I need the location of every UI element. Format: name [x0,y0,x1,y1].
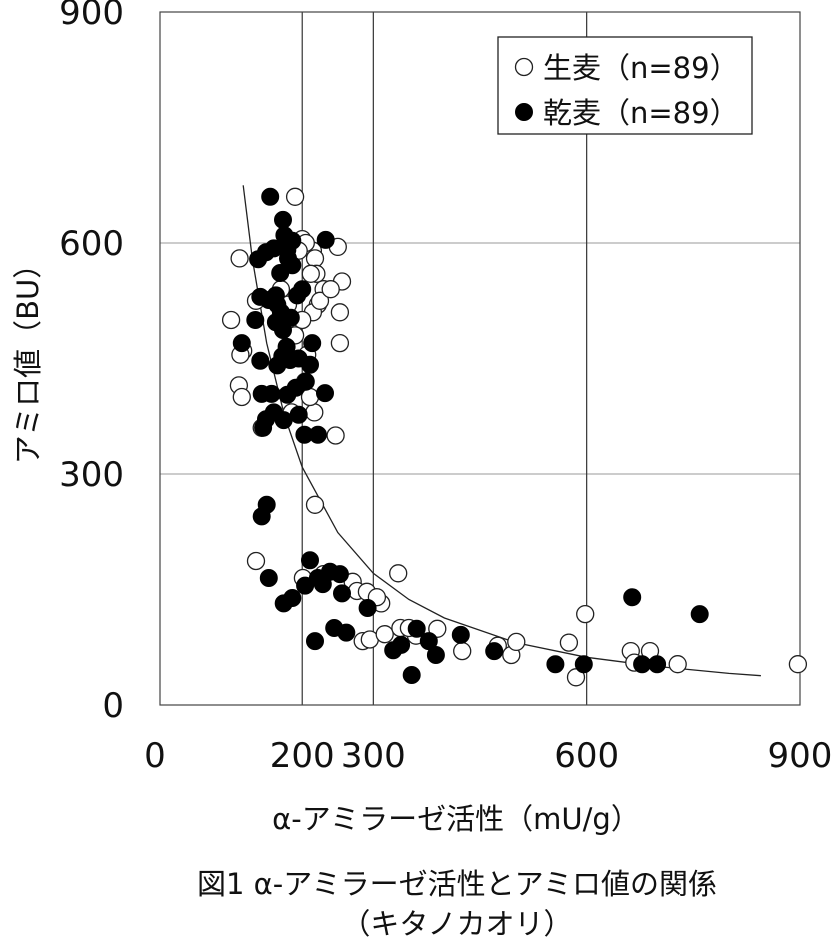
legend: 生麦（n=89） 乾麦（n=89） [497,36,753,135]
y-tick-label: 600 [59,224,124,264]
data-point-raw-wheat [453,641,472,661]
data-point-dried-wheat [316,230,335,249]
data-point-dried-wheat [252,507,271,526]
data-point-raw-wheat [559,633,579,652]
data-point-dried-wheat [232,334,251,353]
data-point-raw-wheat [301,264,320,283]
data-point-raw-wheat [788,655,808,674]
data-point-raw-wheat [305,249,325,268]
x-tick-label: 200 [270,736,335,776]
data-point-dried-wheat [271,303,290,322]
data-point-dried-wheat [690,605,709,624]
data-point-dried-wheat [274,210,292,229]
x-tick-label: 600 [554,736,619,776]
legend-label-dried-wheat: 乾麦（n=89） [543,96,739,130]
data-point-dried-wheat [283,589,302,607]
data-point-raw-wheat [389,564,408,583]
data-point-raw-wheat [428,619,447,638]
data-point-dried-wheat [271,264,290,282]
data-point-dried-wheat [306,632,324,651]
plot-frame [159,11,801,706]
y-axis-label: アミロ値（BU） [11,250,45,465]
data-point-dried-wheat [330,565,349,584]
data-point-dried-wheat [296,576,315,595]
data-point-dried-wheat [546,655,565,674]
data-point-dried-wheat [301,551,319,570]
data-point-dried-wheat [261,187,280,206]
data-point-dried-wheat [251,351,270,370]
data-point-dried-wheat [451,625,470,644]
y-tick-label: 0 [102,686,124,726]
data-point-dried-wheat [358,599,377,617]
data-point-raw-wheat [285,187,305,206]
data-point-dried-wheat [485,642,504,661]
y-tick-label: 900 [59,0,124,33]
data-point-raw-wheat [330,303,350,322]
data-point-raw-wheat [321,280,340,299]
data-point-dried-wheat [264,403,283,422]
data-point-dried-wheat [303,334,322,353]
legend-marker-dried-wheat [515,103,533,121]
x-tick-label: 0 [144,736,166,776]
data-point-dried-wheat [296,372,315,391]
chart-title: 図1 α-アミラーゼ活性とアミロ値の関係 [197,867,717,901]
data-point-dried-wheat [254,418,273,437]
data-point-dried-wheat [574,655,593,674]
data-point-dried-wheat [633,655,652,674]
data-point-raw-wheat [576,604,595,624]
data-point-raw-wheat [232,387,251,407]
data-point-raw-wheat [305,403,324,422]
data-point-dried-wheat [259,569,278,587]
data-point-raw-wheat [230,249,249,268]
data-point-dried-wheat [262,384,281,403]
legend-label-raw-wheat: 生麦（n=89） [543,51,739,85]
x-tick-label: 900 [768,736,833,776]
data-point-dried-wheat [308,425,327,444]
data-point-dried-wheat [293,280,312,299]
data-point-dried-wheat [426,646,445,664]
chart-subtitle: （キタノカオリ） [341,907,572,941]
data-point-dried-wheat [407,619,426,638]
data-point-raw-wheat [246,551,266,571]
y-tick-label: 300 [59,455,124,495]
data-point-dried-wheat [402,666,421,684]
data-point-dried-wheat [275,226,294,245]
data-point-dried-wheat [337,623,356,642]
data-point-raw-wheat [326,426,345,445]
data-point-raw-wheat [375,625,394,644]
data-point-raw-wheat [305,495,325,514]
data-point-dried-wheat [289,349,308,368]
data-point-dried-wheat [246,311,265,329]
data-point-dried-wheat [289,405,308,424]
data-point-dried-wheat [279,249,297,268]
data-point-raw-wheat [668,655,687,674]
data-point-dried-wheat [648,655,667,674]
data-point-raw-wheat [310,291,330,310]
x-axis-label: α-アミラーゼ活性（mU/g） [272,802,640,836]
data-point-raw-wheat [330,333,350,353]
data-point-raw-wheat [507,632,526,652]
data-point-dried-wheat [268,356,287,375]
x-tick-label: 300 [341,736,406,776]
data-point-dried-wheat [316,384,334,403]
data-point-raw-wheat [221,310,241,330]
data-point-dried-wheat [392,635,411,654]
data-point-dried-wheat [277,337,296,356]
legend-marker-raw-wheat [514,57,534,77]
legend-box [497,36,753,135]
points-layer [221,187,808,687]
data-point-dried-wheat [278,385,297,404]
data-point-dried-wheat [333,584,351,603]
data-point-raw-wheat [566,668,586,687]
data-point-dried-wheat [623,588,642,607]
